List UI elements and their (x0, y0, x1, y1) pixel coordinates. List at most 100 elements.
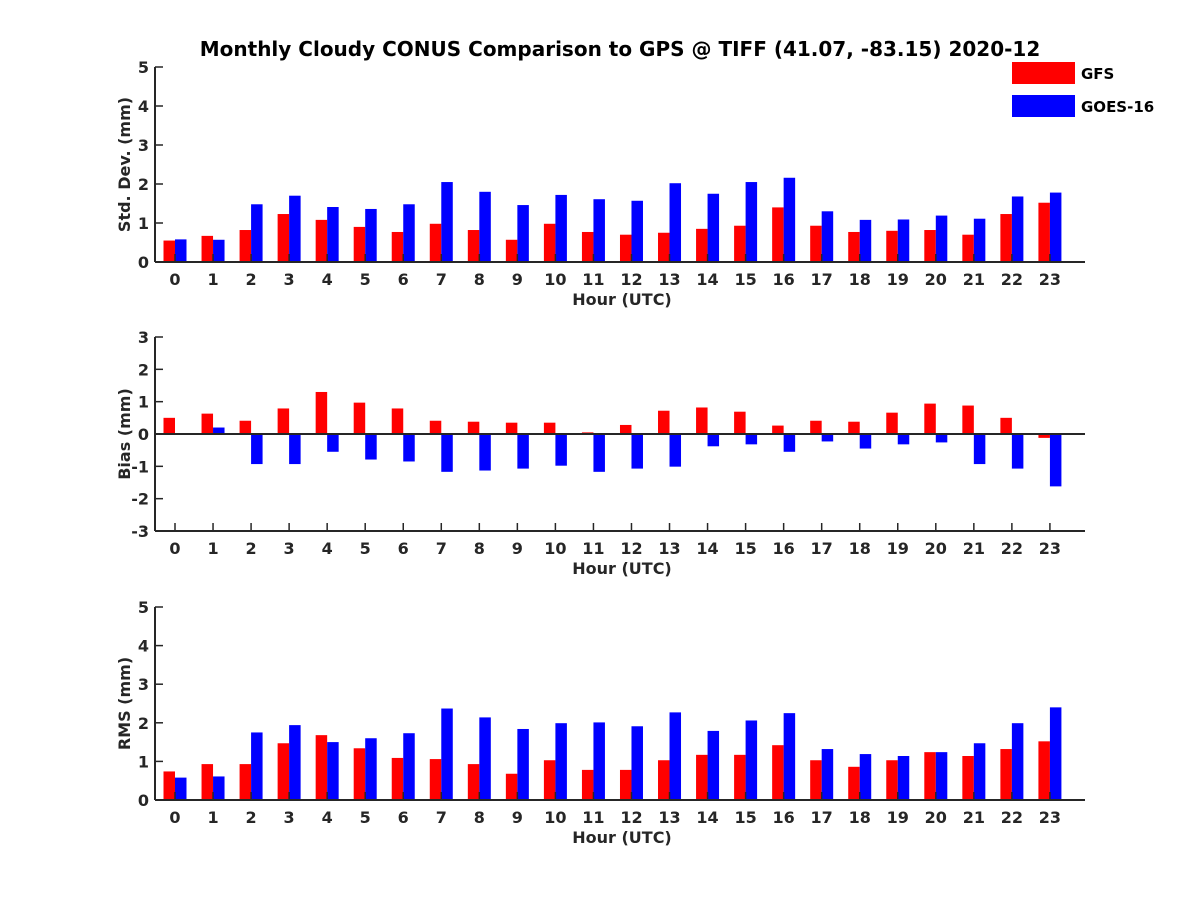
rms-x-tick-label: 17 (811, 808, 833, 827)
bias-y-tick-label: -1 (131, 457, 149, 476)
std-dev-x-tick-label: 22 (1001, 270, 1023, 289)
bias-bar-gfs-17 (810, 420, 822, 434)
std-dev-x-tick-label: 13 (658, 270, 680, 289)
bias-bar-goes16-20 (935, 434, 948, 443)
bias-x-tick-label: 15 (734, 539, 756, 558)
rms-x-tick-label: 22 (1001, 808, 1023, 827)
bias-x-tick-label: 19 (887, 539, 909, 558)
rms-bar-goes16-19 (897, 756, 910, 800)
rms-x-tick-label: 6 (398, 808, 409, 827)
bias-x-tick-label: 1 (207, 539, 218, 558)
std-dev-bar-gfs-12 (619, 234, 632, 262)
rms-y-tick-label: 1 (138, 752, 149, 771)
rms-x-axis-label: Hour (UTC) (572, 828, 672, 847)
std-dev-y-tick-label: 5 (138, 58, 149, 77)
rms-bar-gfs-20 (924, 752, 936, 800)
bias-x-tick-label: 14 (696, 539, 718, 558)
rms-y-tick-label: 3 (138, 675, 149, 694)
std-dev-x-tick-label: 17 (811, 270, 833, 289)
rms-y-tick-label: 0 (138, 791, 149, 810)
bias-bar-goes16-17 (821, 434, 834, 442)
std-dev-bar-goes16-23 (1049, 192, 1062, 262)
legend: GFS GOES-16 (1012, 62, 1154, 117)
rms-x-tick-label: 21 (963, 808, 985, 827)
bias-x-tick-label: 10 (544, 539, 566, 558)
std-dev-x-tick-label: 14 (696, 270, 718, 289)
bias-x-tick-label: 6 (398, 539, 409, 558)
std-dev-bar-gfs-8 (467, 230, 480, 262)
bias-bar-goes16-11 (593, 434, 605, 472)
bias-bar-gfs-19 (886, 412, 898, 434)
std-dev-bar-gfs-17 (810, 225, 822, 262)
rms-bar-gfs-12 (619, 769, 632, 800)
rms-bar-goes16-4 (327, 742, 339, 800)
std-dev-x-tick-label: 21 (963, 270, 985, 289)
std-dev-x-tick-label: 4 (322, 270, 333, 289)
rms-x-tick-label: 16 (773, 808, 795, 827)
std-dev-x-tick-label: 0 (169, 270, 180, 289)
legend-swatch-goes16 (1012, 95, 1075, 117)
bias-x-tick-label: 13 (658, 539, 680, 558)
rms-bar-goes16-0 (175, 777, 187, 800)
std-dev-bar-gfs-20 (924, 230, 936, 262)
rms-x-tick-label: 1 (207, 808, 218, 827)
rms-bar-goes16-22 (1011, 723, 1024, 800)
rms-bar-gfs-3 (277, 743, 290, 800)
legend-label-goes16: GOES-16 (1081, 98, 1154, 116)
bias-bar-gfs-15 (734, 411, 746, 434)
bias-x-axis-label: Hour (UTC) (572, 559, 672, 578)
rms-y-tick-label: 5 (138, 598, 149, 617)
rms-bar-goes16-21 (973, 743, 986, 800)
std-dev-x-tick-label: 16 (773, 270, 795, 289)
std-dev-bar-goes16-9 (517, 205, 529, 262)
std-dev-bar-gfs-7 (429, 223, 442, 262)
bias-bar-goes16-19 (897, 434, 910, 445)
rms-bar-gfs-8 (467, 764, 480, 800)
std-dev-bar-goes16-16 (783, 177, 796, 262)
bias-x-tick-label: 21 (963, 539, 985, 558)
bias-bar-gfs-7 (429, 420, 442, 434)
std-dev-bar-gfs-22 (1000, 214, 1012, 262)
std-dev-x-tick-label: 1 (207, 270, 218, 289)
bias-x-tick-label: 3 (284, 539, 295, 558)
rms-bar-gfs-18 (848, 766, 860, 800)
rms-bar-goes16-10 (555, 723, 567, 800)
std-dev-bar-gfs-6 (391, 231, 404, 262)
bias-x-tick-label: 0 (169, 539, 180, 558)
bias-bar-goes16-23 (1049, 434, 1062, 487)
std-dev-bar-gfs-18 (848, 231, 860, 262)
rms-x-tick-label: 20 (925, 808, 947, 827)
rms-bar-gfs-13 (658, 760, 670, 800)
std-dev-bar-gfs-3 (277, 214, 290, 262)
bias-bar-gfs-10 (543, 422, 556, 434)
rms-bar-goes16-16 (783, 713, 796, 800)
rms-bar-goes16-8 (479, 717, 491, 800)
bias-bar-goes16-10 (555, 434, 567, 466)
rms-bar-gfs-6 (391, 757, 404, 800)
bias-bar-goes16-18 (859, 434, 872, 449)
rms-bar-gfs-10 (543, 760, 556, 800)
bias-x-tick-label: 7 (436, 539, 447, 558)
rms-bar-gfs-16 (772, 745, 784, 800)
std-dev-bar-goes16-10 (555, 194, 567, 262)
bias-x-tick-label: 20 (925, 539, 947, 558)
legend-swatch-gfs (1012, 62, 1075, 84)
std-dev-bar-goes16-1 (213, 239, 225, 262)
bias-bar-gfs-5 (353, 402, 366, 434)
std-dev-bar-goes16-17 (821, 211, 834, 262)
rms-bar-goes16-7 (441, 708, 453, 800)
std-dev-x-tick-label: 9 (512, 270, 523, 289)
std-dev-bar-goes16-7 (441, 182, 453, 262)
rms-bar-goes16-3 (289, 725, 301, 800)
std-dev-x-tick-label: 3 (284, 270, 295, 289)
bias-bar-goes16-13 (669, 434, 682, 467)
std-dev-bar-goes16-2 (251, 204, 263, 262)
bias-bar-goes16-4 (327, 434, 339, 452)
bias-y-tick-label: -3 (131, 522, 149, 541)
std-dev-y-tick-label: 2 (138, 175, 149, 194)
bias-bar-gfs-21 (962, 405, 974, 434)
bias-y-axis-label: Bias (mm) (115, 388, 134, 480)
rms-x-tick-label: 14 (696, 808, 718, 827)
rms-y-axis-label: RMS (mm) (115, 657, 134, 750)
